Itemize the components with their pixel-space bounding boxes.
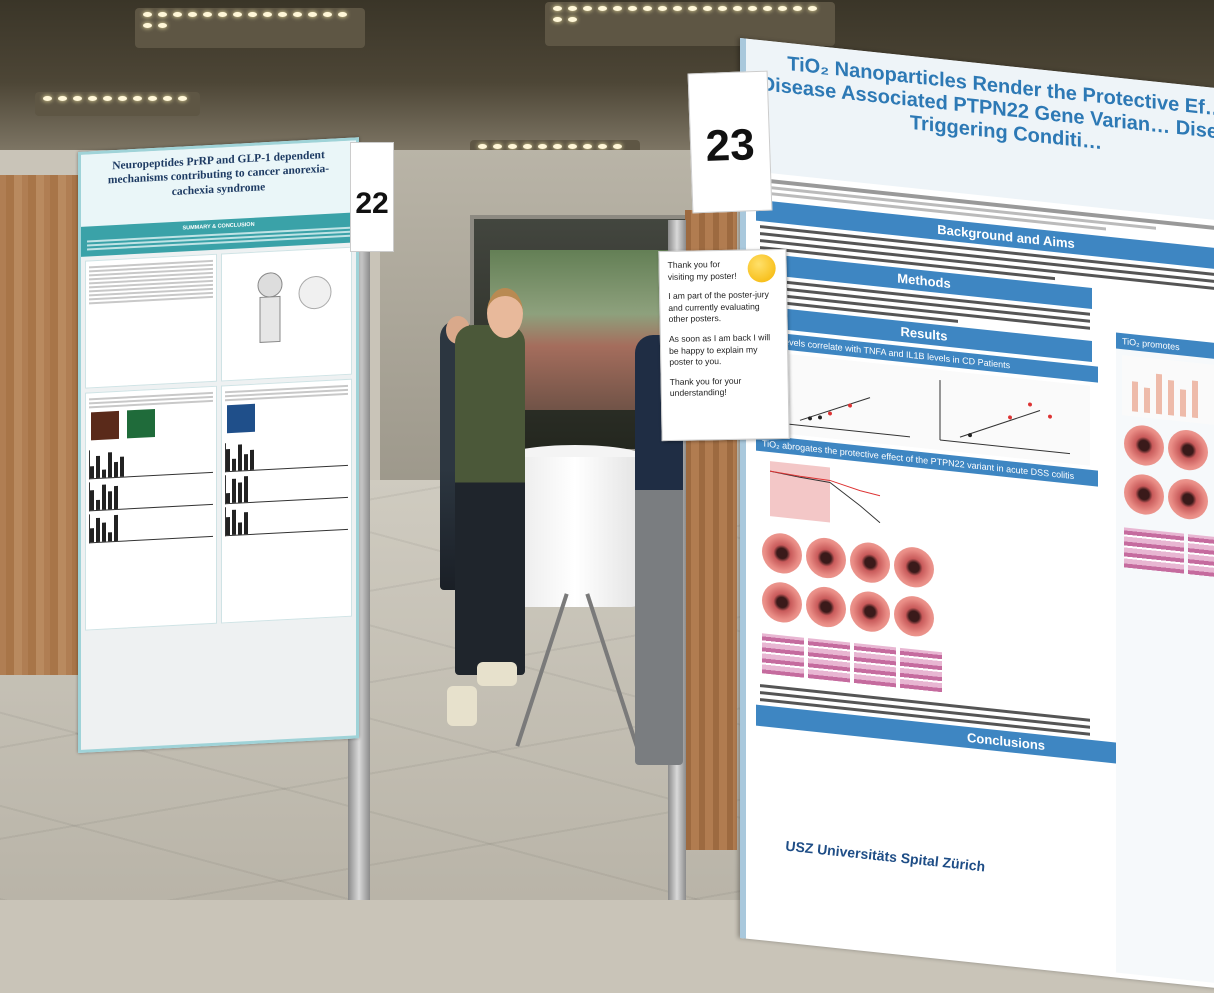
poster-number-card: 23 bbox=[687, 70, 773, 214]
poster-note: Thank you for visiting my poster! I am p… bbox=[658, 248, 790, 442]
ceiling-light bbox=[35, 92, 200, 116]
table-cloth bbox=[507, 457, 643, 607]
poster-right: TiO₂ Nanoparticles Render the Protective… bbox=[740, 38, 1214, 993]
note-line: As soon as I am back I will be happy to … bbox=[668, 332, 771, 368]
poster-number-card: 22 bbox=[350, 142, 394, 252]
poster-panel bbox=[85, 253, 217, 389]
poster-panel bbox=[220, 246, 352, 382]
poster-right-column: TiO₂ promotes bbox=[1116, 332, 1214, 989]
poster-panel bbox=[220, 378, 352, 624]
smiley-icon bbox=[747, 254, 776, 283]
poster-body bbox=[81, 242, 356, 634]
poster-title: Neuropeptides PrRP and GLP-1 dependent m… bbox=[107, 149, 330, 198]
poster-number: 23 bbox=[704, 120, 756, 171]
note-line: I am part of the poster-jury and current… bbox=[668, 289, 769, 325]
ceiling-light bbox=[135, 8, 365, 48]
shoe bbox=[447, 686, 477, 726]
note-line: Thank you for visiting my poster! bbox=[667, 259, 737, 282]
person-head bbox=[487, 288, 523, 338]
scatter-figure bbox=[760, 351, 1090, 466]
shoe bbox=[477, 662, 517, 686]
person-presenter bbox=[455, 325, 525, 675]
poster-panel bbox=[85, 385, 217, 631]
poster-number: 22 bbox=[355, 187, 389, 220]
body-figure bbox=[257, 272, 331, 343]
note-line: Thank you for your understanding! bbox=[669, 375, 742, 399]
poster-left: Neuropeptides PrRP and GLP-1 dependent m… bbox=[78, 137, 359, 753]
weight-chart bbox=[760, 455, 1090, 560]
ceiling-light bbox=[545, 2, 835, 46]
